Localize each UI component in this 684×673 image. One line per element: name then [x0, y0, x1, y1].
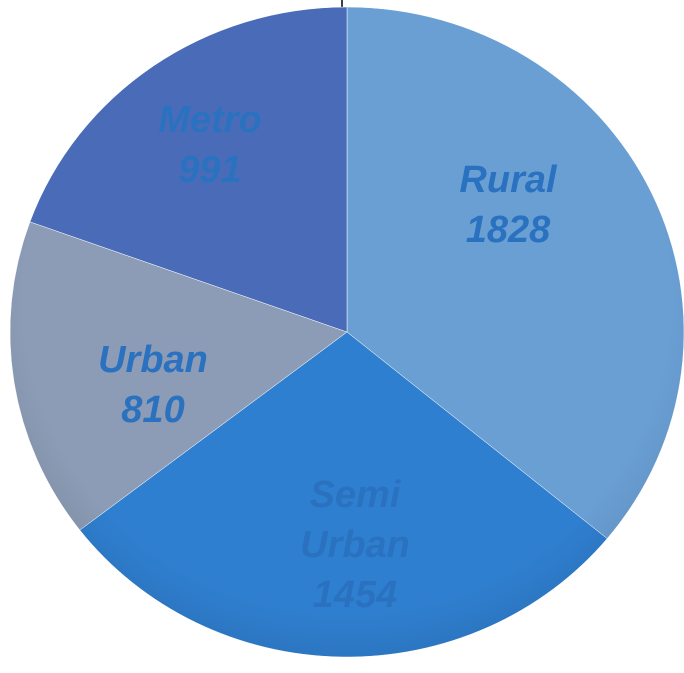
slice-label: Rural 1828 — [438, 155, 578, 255]
slice-name: Semi Urban — [300, 474, 410, 566]
slice-label: Metro 991 — [140, 95, 280, 195]
slice-name: Metro — [158, 99, 262, 141]
slice-label: Semi Urban 1454 — [285, 470, 425, 620]
slice-value: 991 — [178, 149, 242, 191]
slice-name: Rural — [459, 159, 557, 201]
slice-value: 810 — [121, 389, 185, 431]
slice-value: 1454 — [312, 574, 398, 616]
slice-name: Urban — [98, 339, 208, 381]
slice-value: 1828 — [465, 209, 551, 251]
slice-label: Urban 810 — [83, 335, 223, 435]
